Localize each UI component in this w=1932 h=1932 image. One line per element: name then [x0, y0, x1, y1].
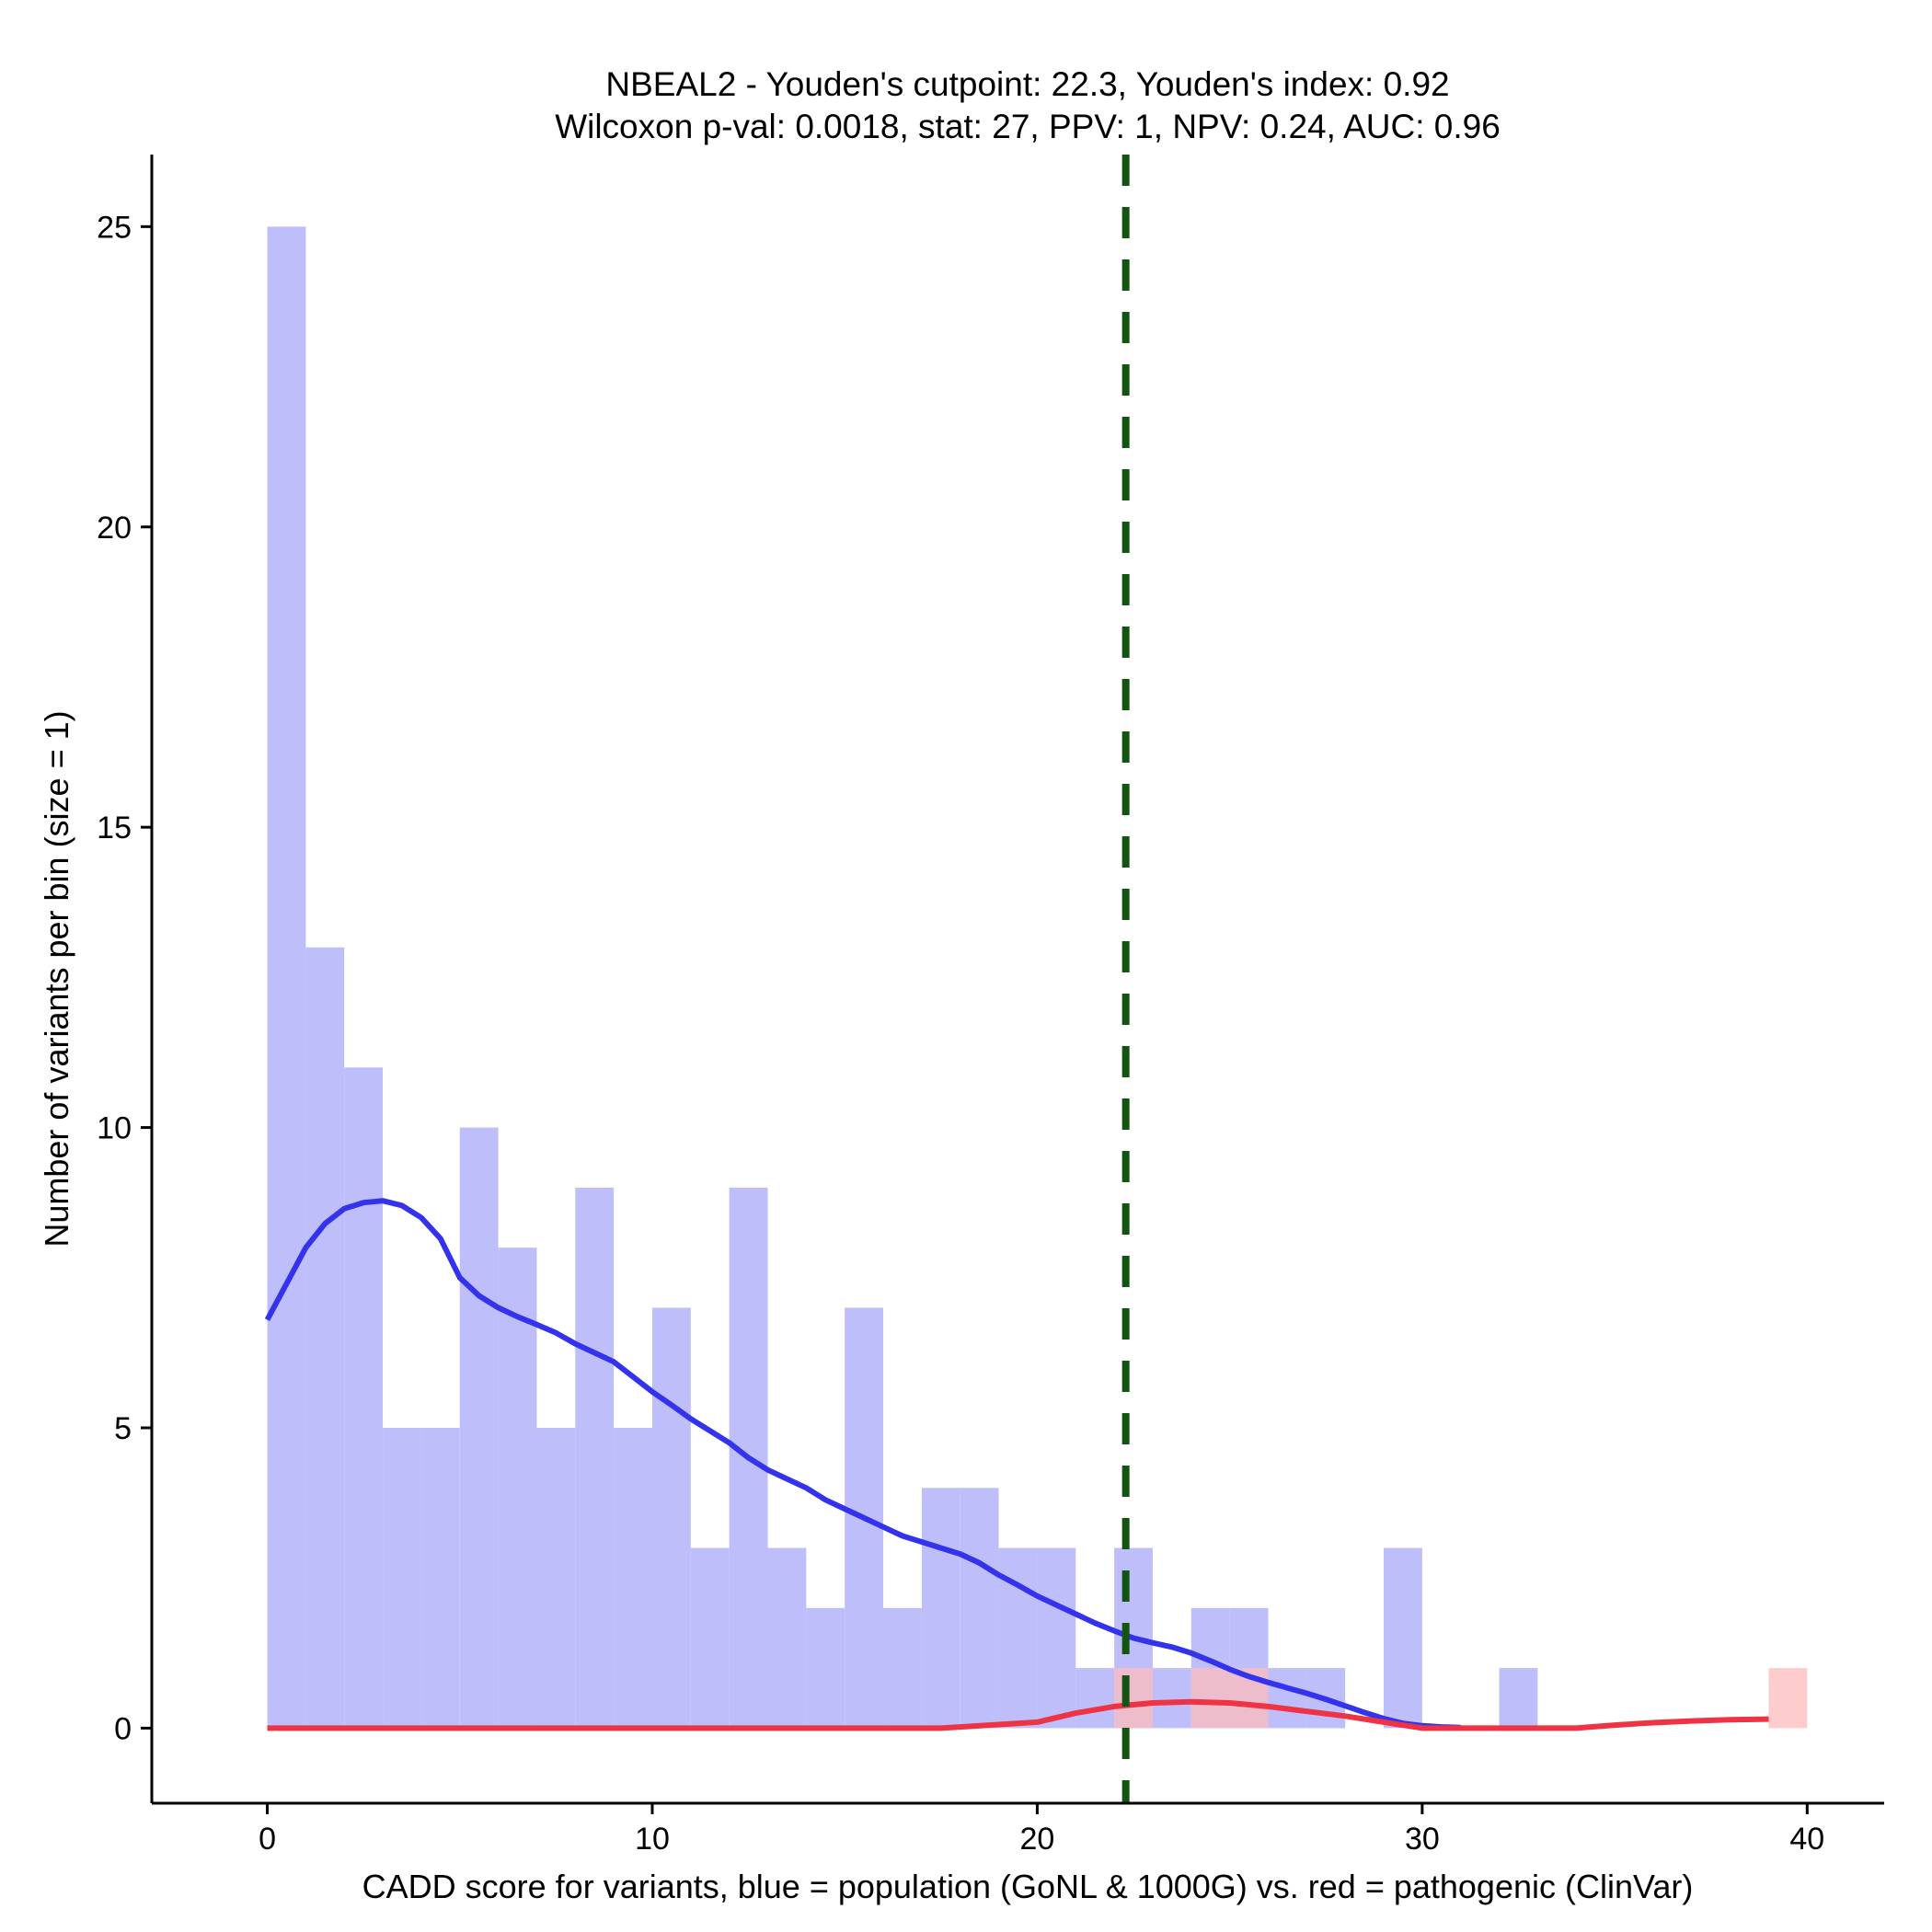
pathogenic-bar — [1190, 1668, 1230, 1729]
population-bar — [1384, 1547, 1422, 1729]
y-tick-label: 20 — [97, 511, 132, 546]
population-bar — [1152, 1668, 1191, 1729]
population-bar — [459, 1127, 499, 1729]
population-bar — [1499, 1668, 1538, 1729]
y-tick-label: 0 — [114, 1711, 132, 1746]
population-bar — [420, 1427, 460, 1729]
y-ticks: 0 5 10 15 20 25 — [97, 210, 152, 1746]
y-axis-label: Number of variants per bin (size = 1) — [38, 710, 75, 1247]
population-density-line — [264, 1198, 1461, 1731]
population-bar — [1075, 1668, 1115, 1729]
chart-title: NBEAL2 - Youden's cutpoint: 22.3, Youden… — [605, 65, 1449, 103]
population-bar — [960, 1488, 999, 1729]
population-bar — [921, 1488, 960, 1729]
x-tick-label: 0 — [259, 1822, 276, 1857]
x-tick-label: 30 — [1405, 1822, 1440, 1857]
y-tick-label: 10 — [97, 1111, 132, 1146]
population-bar — [1037, 1547, 1076, 1729]
chart-subtitle: Wilcoxon p-val: 0.0018, stat: 27, PPV: 1… — [555, 108, 1501, 145]
population-bar — [575, 1187, 615, 1729]
x-axis-label: CADD score for variants, blue = populati… — [362, 1868, 1694, 1905]
pathogenic-density-line — [267, 1698, 1769, 1731]
pathogenic-bar — [1768, 1668, 1808, 1729]
density-curves — [264, 1198, 1769, 1731]
population-bar — [267, 226, 306, 1729]
population-bar — [883, 1607, 922, 1729]
pathogenic-bar — [1114, 1668, 1153, 1729]
x-tick-label: 10 — [635, 1822, 670, 1857]
y-tick-label: 15 — [97, 811, 132, 845]
population-bar — [614, 1427, 652, 1729]
y-tick-label: 25 — [97, 210, 132, 245]
population-bar — [498, 1248, 537, 1729]
y-tick-label: 5 — [114, 1411, 132, 1446]
population-bar — [344, 1067, 384, 1729]
pathogenic-bars — [1114, 1668, 1808, 1729]
population-bar — [305, 947, 345, 1729]
x-tick-label: 20 — [1020, 1822, 1055, 1857]
axes — [150, 155, 1884, 1805]
population-bar — [383, 1427, 421, 1729]
population-bar — [651, 1307, 691, 1729]
x-ticks: 0 10 20 30 40 — [259, 1803, 1824, 1857]
x-tick-label: 40 — [1789, 1822, 1824, 1857]
population-bar — [536, 1427, 576, 1729]
population-bar — [767, 1547, 807, 1729]
population-bar — [690, 1547, 730, 1729]
population-bars — [267, 226, 1538, 1729]
population-bar — [806, 1607, 845, 1729]
population-bar — [1268, 1668, 1307, 1729]
